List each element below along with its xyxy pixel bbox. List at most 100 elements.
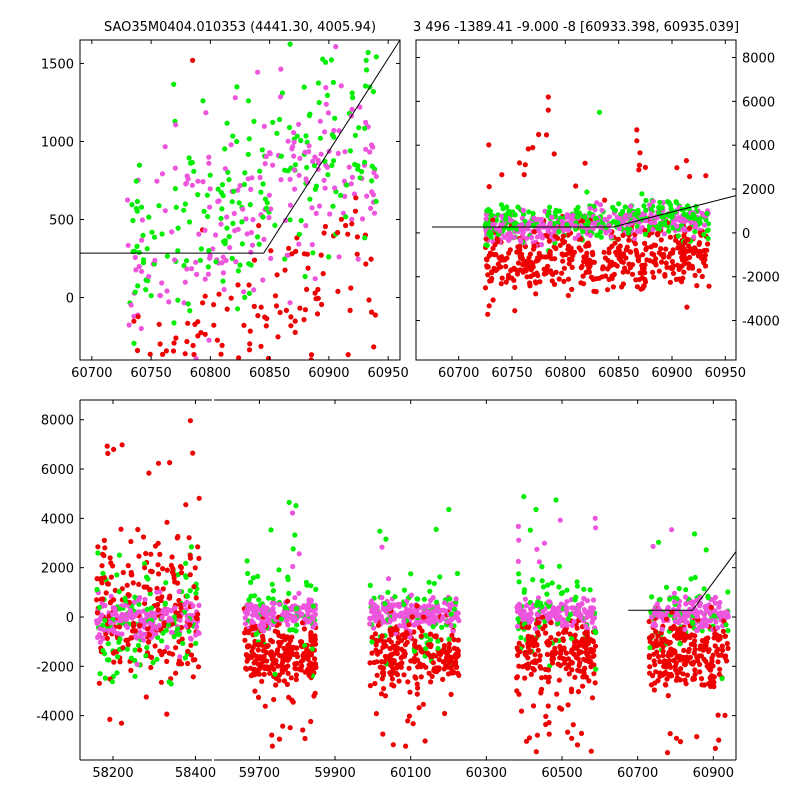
green-point <box>665 199 671 205</box>
green-point <box>159 231 165 237</box>
red-point <box>391 683 397 689</box>
green-point <box>136 601 142 607</box>
magenta-point <box>576 232 582 238</box>
red-point <box>345 352 351 358</box>
top-right-ticks: 60700 60750 60800 60850 60900 60950-4000-2000… <box>416 40 780 381</box>
green-point <box>269 581 275 587</box>
red-point <box>550 660 556 666</box>
green-point <box>138 204 145 210</box>
red-point <box>521 258 527 264</box>
red-point <box>430 660 436 666</box>
green-point <box>656 226 662 232</box>
red-point <box>514 645 520 651</box>
magenta-point <box>302 149 308 155</box>
red-point <box>565 656 571 662</box>
green-point <box>187 588 193 594</box>
red-point <box>427 631 434 637</box>
red-point <box>156 571 162 577</box>
green-point <box>308 583 314 589</box>
magenta-point <box>157 293 163 299</box>
green-point <box>681 211 687 217</box>
magenta-point <box>257 174 263 181</box>
red-point <box>216 291 222 297</box>
red-point <box>588 646 594 652</box>
red-point <box>524 263 530 269</box>
red-point <box>722 633 728 639</box>
magenta-point <box>547 599 553 605</box>
red-point <box>506 250 512 256</box>
magenta-point <box>142 596 148 603</box>
magenta-point <box>284 252 290 258</box>
magenta-point <box>695 613 701 619</box>
magenta-point <box>664 607 670 613</box>
magenta-point <box>380 606 386 612</box>
red-point <box>128 572 134 578</box>
magenta-point <box>193 355 199 360</box>
green-point <box>647 645 653 651</box>
red-point <box>303 654 309 660</box>
magenta-point <box>557 614 563 620</box>
magenta-point <box>265 616 271 622</box>
red-point <box>354 251 360 257</box>
green-point <box>278 153 284 159</box>
red-point <box>715 712 721 718</box>
green-point <box>156 203 162 209</box>
x-tick-label: 60800 <box>190 366 231 381</box>
magenta-point <box>100 636 106 642</box>
green-point <box>247 202 253 208</box>
green-point <box>230 220 236 226</box>
red-point <box>374 672 380 678</box>
red-point <box>107 555 113 561</box>
red-point <box>669 258 675 265</box>
red-point <box>692 671 698 677</box>
green-point <box>258 189 264 195</box>
green-point <box>355 166 361 172</box>
red-point <box>386 637 392 643</box>
magenta-point <box>206 337 212 343</box>
magenta-point <box>249 242 256 248</box>
red-point <box>354 234 360 240</box>
red-point <box>273 682 279 688</box>
magenta-point <box>220 254 226 260</box>
red-point <box>398 637 405 644</box>
magenta-point <box>526 221 532 227</box>
magenta-point <box>292 186 298 192</box>
red-point <box>561 265 567 271</box>
green-point <box>245 570 251 577</box>
red-point <box>256 223 262 229</box>
green-point <box>286 590 292 596</box>
red-point <box>116 624 123 630</box>
green-point <box>242 294 248 300</box>
red-point <box>380 665 386 671</box>
magenta-point <box>583 623 589 629</box>
green-point <box>383 536 389 542</box>
red-point <box>525 640 531 646</box>
magenta-point <box>162 144 168 150</box>
y-tick-label: -4000 <box>36 710 74 725</box>
green-point <box>171 634 177 640</box>
magenta-point <box>359 216 366 222</box>
y-tick-label: 500 <box>49 214 74 229</box>
red-point <box>241 322 247 328</box>
red-point <box>382 693 389 699</box>
magenta-point <box>202 227 208 233</box>
red-point <box>557 705 563 711</box>
red-point <box>398 646 405 652</box>
y-tick-label: 0 <box>742 227 750 242</box>
red-point <box>169 554 175 560</box>
red-point <box>420 701 426 707</box>
green-point <box>145 278 151 284</box>
green-point <box>643 207 649 213</box>
magenta-point <box>659 626 665 632</box>
red-point <box>414 603 420 609</box>
red-point <box>660 254 667 260</box>
red-point <box>155 460 162 466</box>
green-point <box>369 163 375 169</box>
red-point <box>282 637 288 643</box>
magenta-point <box>529 235 535 241</box>
red-point <box>366 297 372 303</box>
red-point <box>667 234 673 240</box>
green-point <box>535 599 541 605</box>
magenta-point <box>309 242 315 248</box>
red-point <box>178 565 184 571</box>
